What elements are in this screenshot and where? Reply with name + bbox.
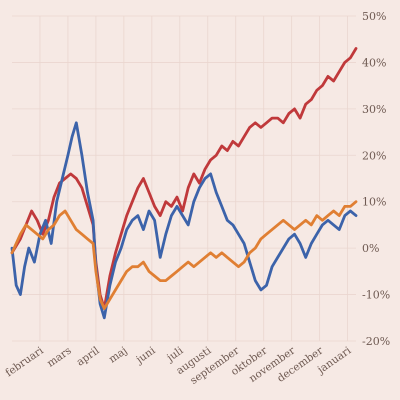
x-tick-label: februari xyxy=(3,344,46,379)
y-tick-label: 40% xyxy=(362,56,386,69)
x-tick-label: mars xyxy=(45,345,74,370)
y-tick-label: 20% xyxy=(362,149,386,162)
y-axis-tick-labels: -20% -10% 0% 10% 20% 30% 40% 50% xyxy=(362,10,390,348)
x-tick-label: april xyxy=(74,344,102,368)
x-tick-label: maj xyxy=(107,345,130,366)
chart-series xyxy=(10,47,358,320)
x-tick-label: juni xyxy=(133,344,159,367)
series-line-1 xyxy=(10,47,358,310)
y-tick-label: 50% xyxy=(362,10,386,23)
series-line-3 xyxy=(10,200,358,310)
chart-grid xyxy=(12,15,356,342)
y-tick-label: 30% xyxy=(362,103,386,116)
y-tick-label: -20% xyxy=(362,335,390,348)
series-line-2 xyxy=(10,121,358,320)
y-tick-label: 10% xyxy=(362,196,386,209)
y-tick-label: 0% xyxy=(362,242,379,255)
x-axis-tick-labels: februari mars april maj juni juliaugustisepte… xyxy=(3,344,353,387)
y-tick-label: -10% xyxy=(362,289,390,302)
